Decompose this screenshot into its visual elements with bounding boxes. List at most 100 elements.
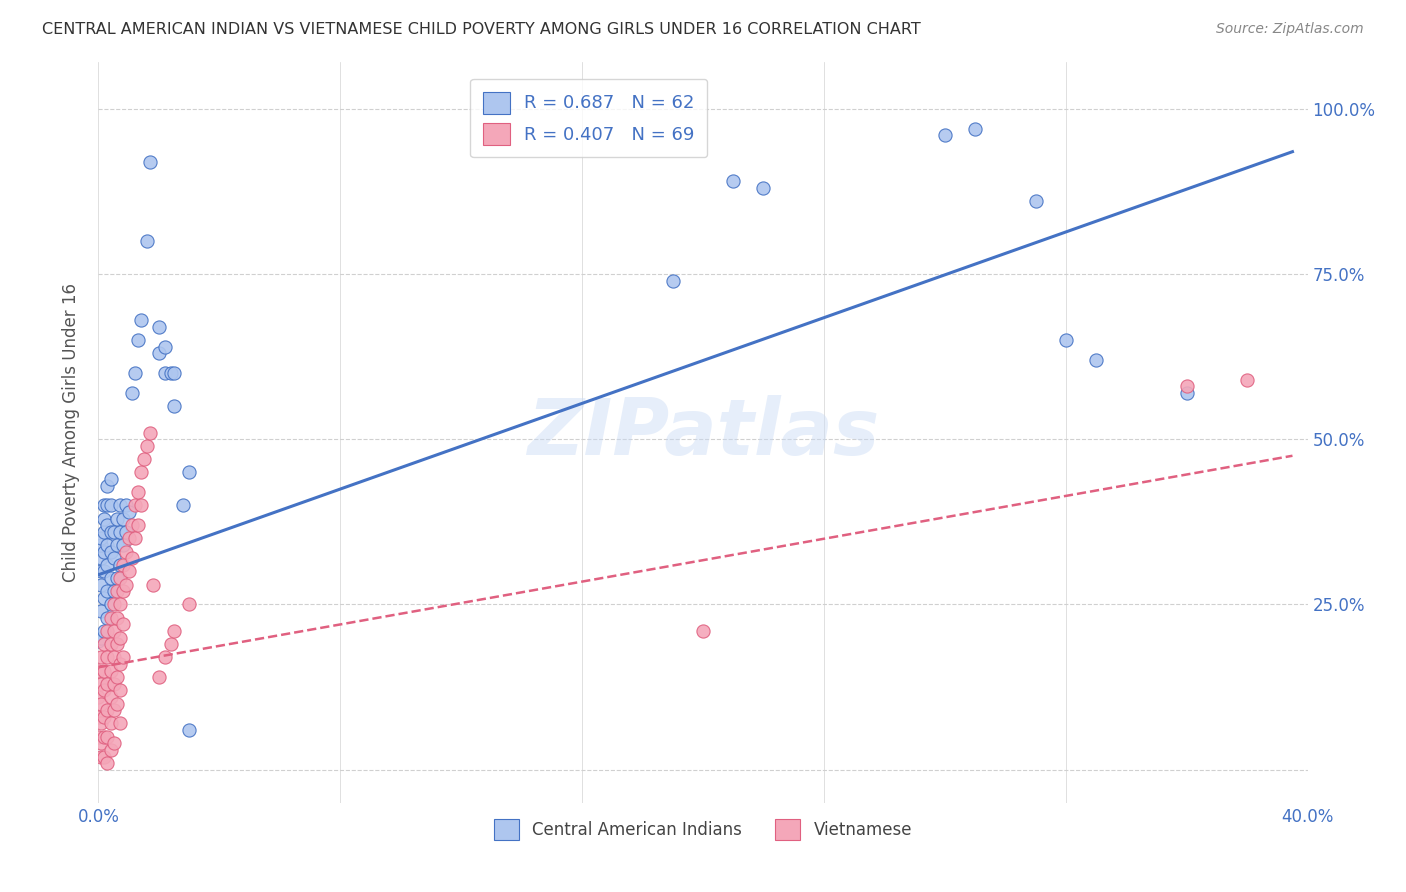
Point [1175,379,1198,393]
Point [132,452,155,467]
Point [96,518,118,533]
Point [93,730,115,744]
Point [90,565,112,579]
Point [100,637,122,651]
Point [118,565,141,579]
Point [93,511,115,525]
Point [108,524,131,539]
Point [100,571,122,585]
Point [87,664,110,678]
Point [127,518,149,533]
Point [1085,352,1108,367]
Point [1175,386,1198,401]
Point [100,690,122,704]
Point [1054,333,1077,347]
Point [139,154,162,169]
Point [90,697,112,711]
Point [96,624,118,638]
Point [1236,373,1258,387]
Point [179,723,201,737]
Point [121,551,143,566]
Point [108,558,131,572]
Point [105,538,128,552]
Text: ZIPatlas: ZIPatlas [527,394,879,471]
Point [103,524,125,539]
Point [90,538,112,552]
Point [124,366,146,380]
Point [148,319,170,334]
Point [105,584,128,599]
Point [114,577,136,591]
Point [108,499,131,513]
Point [96,730,118,744]
Point [90,716,112,731]
Point [87,690,110,704]
Point [96,558,118,572]
Point [108,598,131,612]
Point [93,544,115,558]
Point [965,121,987,136]
Point [179,598,201,612]
Point [118,505,141,519]
Point [100,544,122,558]
Point [121,518,143,533]
Point [111,617,134,632]
Point [105,571,128,585]
Legend: Central American Indians, Vietnamese: Central American Indians, Vietnamese [486,813,920,847]
Point [100,716,122,731]
Point [105,697,128,711]
Point [105,670,128,684]
Point [179,465,201,479]
Point [111,511,134,525]
Point [103,650,125,665]
Point [692,624,714,638]
Point [103,677,125,691]
Point [124,532,146,546]
Point [108,657,131,671]
Point [93,664,115,678]
Point [111,538,134,552]
Y-axis label: Child Poverty Among Girls Under 16: Child Poverty Among Girls Under 16 [62,283,80,582]
Point [93,710,115,724]
Point [160,366,183,380]
Point [172,499,194,513]
Point [135,234,157,248]
Point [124,499,146,513]
Point [129,465,152,479]
Text: CENTRAL AMERICAN INDIAN VS VIETNAMESE CHILD POVERTY AMONG GIRLS UNDER 16 CORRELA: CENTRAL AMERICAN INDIAN VS VIETNAMESE CH… [42,22,921,37]
Point [661,274,683,288]
Point [93,683,115,698]
Point [100,499,122,513]
Point [96,677,118,691]
Point [96,756,118,771]
Point [103,624,125,638]
Point [93,591,115,605]
Point [752,181,775,195]
Point [87,710,110,724]
Point [100,743,122,757]
Point [96,703,118,717]
Point [90,551,112,566]
Point [129,313,152,327]
Point [96,611,118,625]
Point [90,532,112,546]
Point [139,425,162,440]
Point [96,538,118,552]
Point [163,624,186,638]
Point [90,577,112,591]
Point [96,584,118,599]
Point [163,399,186,413]
Point [93,565,115,579]
Point [87,730,110,744]
Point [111,584,134,599]
Point [111,650,134,665]
Point [105,611,128,625]
Point [148,346,170,360]
Point [103,584,125,599]
Point [100,524,122,539]
Point [90,677,112,691]
Point [108,683,131,698]
Point [100,664,122,678]
Point [100,472,122,486]
Point [105,637,128,651]
